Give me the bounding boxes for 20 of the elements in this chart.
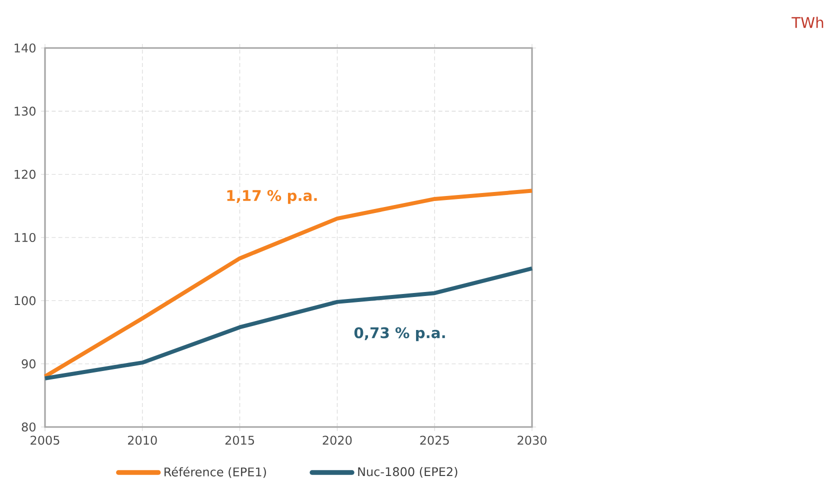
x-tick-label: 2030 [518,436,546,445]
x-tick-label: 2020 [322,436,352,445]
y-tick-label: 100 [14,296,36,306]
line-series [43,188,534,378]
y-tick-label: 110 [14,232,36,242]
text: TWh [792,16,824,28]
x-tick-label: 2005 [30,436,60,445]
x-tick-label: 2015 [225,436,254,445]
x-tick-label: 2025 [420,436,449,445]
x-tick-label: 2010 [128,436,157,445]
y-tick-label: 130 [14,106,36,116]
y-tick-label: 80 [22,422,36,432]
annotation: 1,17 % p.a. [227,190,317,204]
legend-label: Référence (EPE1) [164,466,266,478]
y-tick-label: 90 [22,359,36,368]
legend-label: Nuc-1800 (EPE2) [358,466,458,478]
line-series [43,266,534,380]
y-tick-label: 120 [14,170,36,179]
y-tick-label: 140 [14,43,36,53]
annotation: 0,73 % p.a. [354,327,445,342]
